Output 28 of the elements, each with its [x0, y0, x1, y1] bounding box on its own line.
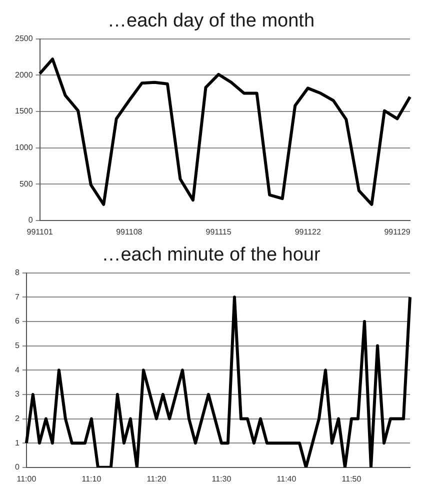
x-tick-label: 991115	[206, 227, 232, 236]
x-tick-label: 11:20	[146, 474, 167, 484]
y-tick-label: 500	[19, 179, 34, 188]
x-tick-label: 991129	[384, 227, 411, 236]
y-tick-label: 6	[14, 316, 20, 326]
x-tick-label: 11:40	[276, 474, 297, 484]
chart-title: …each day of the month	[107, 10, 315, 32]
x-tick-label: 11:10	[82, 474, 102, 484]
y-tick-label: 2500	[15, 34, 34, 44]
y-tick-label: 1500	[15, 106, 34, 116]
x-tick-label: 11:50	[342, 474, 362, 484]
y-tick-label: 2	[14, 414, 20, 423]
y-tick-label: 4	[14, 365, 20, 374]
y-tick-label: 7	[14, 292, 20, 302]
y-tick-label: 1000	[15, 142, 34, 152]
x-tick-label: 991122	[294, 227, 322, 236]
x-tick-label: 11:00	[16, 474, 37, 484]
y-tick-label: 1	[14, 438, 20, 448]
y-tick-label: 0	[28, 216, 34, 225]
y-tick-label: 8	[14, 268, 20, 278]
x-tick-label: 11:30	[212, 474, 232, 484]
y-tick-label: 5	[14, 340, 20, 350]
y-tick-label: 3	[14, 390, 20, 399]
y-tick-label: 2000	[15, 70, 34, 80]
x-tick-label: 991101	[26, 227, 54, 236]
x-tick-label: 991108	[116, 227, 143, 236]
chart-title: …each minute of the hour	[102, 244, 321, 266]
y-tick-label: 0	[14, 462, 20, 472]
